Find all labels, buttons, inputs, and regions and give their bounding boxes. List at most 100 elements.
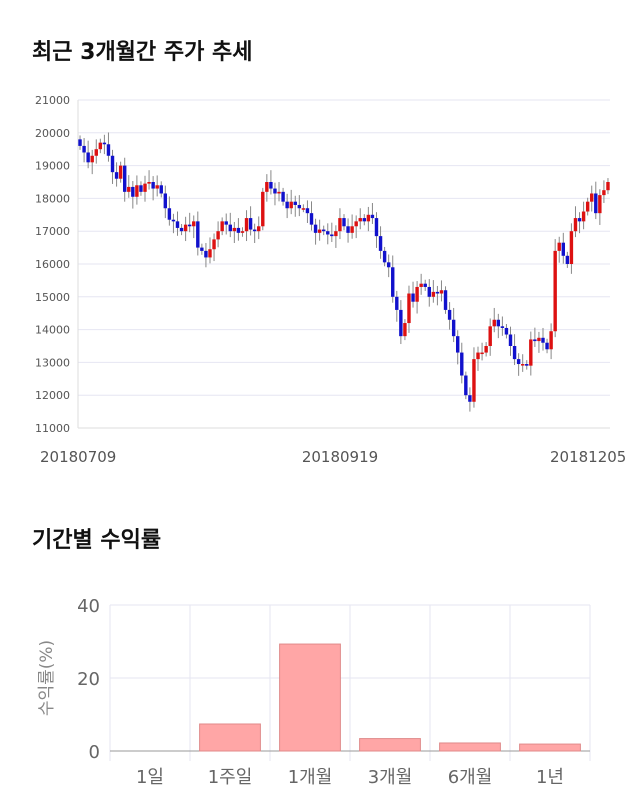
candle-body bbox=[78, 139, 82, 146]
candle-body bbox=[435, 291, 440, 294]
candle-body bbox=[346, 226, 350, 233]
candle-body bbox=[151, 182, 155, 189]
candle-body bbox=[362, 218, 367, 222]
candle-body bbox=[163, 193, 168, 209]
candle-body bbox=[460, 352, 464, 376]
candle-body bbox=[309, 213, 314, 225]
candle-body bbox=[557, 242, 561, 251]
candle-body bbox=[488, 326, 492, 346]
candle-body bbox=[529, 339, 533, 366]
candle-body bbox=[354, 221, 358, 227]
y-tick-label: 0 bbox=[89, 742, 100, 763]
candle-body bbox=[317, 229, 322, 233]
candle-body bbox=[204, 250, 208, 258]
candle-body bbox=[492, 319, 496, 327]
candle-body bbox=[427, 286, 431, 297]
candle-body bbox=[549, 331, 553, 350]
period-return-bar-chart: 0 20 40 1일 1주일 1개월 3개월 6개월 1년 수익률(%) bbox=[37, 596, 591, 788]
candle-body bbox=[208, 249, 212, 258]
candle-body bbox=[443, 290, 448, 310]
candle-body bbox=[252, 229, 257, 232]
candle-body bbox=[565, 255, 570, 264]
candle-body bbox=[200, 247, 204, 251]
candle-body bbox=[581, 211, 586, 222]
return-bar bbox=[439, 742, 501, 752]
candle-body bbox=[407, 293, 411, 324]
candle-body bbox=[277, 191, 281, 194]
return-bar bbox=[359, 738, 421, 752]
y-axis-label: 수익률(%) bbox=[37, 640, 57, 716]
candle-body bbox=[472, 359, 476, 402]
candle-body bbox=[86, 152, 90, 163]
candle-body bbox=[313, 224, 318, 233]
candle-body bbox=[508, 334, 513, 346]
candle-body bbox=[183, 224, 188, 232]
y-tick-label: 15000 bbox=[35, 291, 70, 304]
candle-body bbox=[216, 231, 220, 240]
candle-body bbox=[127, 186, 131, 192]
x-tick-label: 20181205 bbox=[550, 448, 626, 466]
candle-body bbox=[147, 182, 151, 184]
candle-body bbox=[431, 291, 436, 297]
candle-body bbox=[423, 283, 427, 287]
candle-body bbox=[456, 336, 460, 353]
y-tick-label: 14000 bbox=[35, 324, 70, 337]
candle-body bbox=[261, 191, 265, 227]
candle-body bbox=[569, 231, 574, 264]
candle-body bbox=[537, 337, 541, 342]
candle-body bbox=[451, 319, 456, 337]
candle-body bbox=[541, 337, 545, 343]
candle-body bbox=[553, 250, 557, 332]
candle-body bbox=[598, 195, 602, 214]
candle-body bbox=[244, 218, 249, 232]
candle-body bbox=[585, 201, 590, 212]
candle-body bbox=[370, 214, 375, 219]
candle-body bbox=[293, 201, 297, 205]
y-tick-label: 40 bbox=[77, 596, 100, 617]
x-tick-label: 20180709 bbox=[40, 448, 116, 466]
candle-body bbox=[577, 218, 582, 222]
candle-body bbox=[228, 224, 232, 232]
candle-body bbox=[326, 231, 330, 235]
candle-body bbox=[606, 182, 610, 191]
candle-body bbox=[386, 262, 391, 268]
candle-body bbox=[358, 218, 362, 222]
candle-body bbox=[179, 227, 184, 232]
candle-body bbox=[118, 165, 123, 179]
candle-body bbox=[476, 352, 480, 360]
candle-body bbox=[114, 172, 119, 179]
candle-body bbox=[512, 346, 517, 360]
candle-body bbox=[374, 218, 379, 237]
candle-body bbox=[330, 234, 334, 237]
candle-body bbox=[411, 293, 415, 302]
candle-body bbox=[301, 208, 306, 210]
candle-body bbox=[289, 201, 293, 209]
candle-body bbox=[468, 395, 472, 402]
candle-body bbox=[269, 182, 273, 189]
return-bar bbox=[279, 643, 341, 752]
candle-body bbox=[196, 221, 200, 248]
y-tick-label: 11000 bbox=[35, 422, 70, 435]
candle-body bbox=[106, 144, 111, 156]
candle-body bbox=[391, 267, 395, 297]
return-bar bbox=[199, 723, 261, 752]
y-tick-label: 21000 bbox=[35, 94, 70, 107]
x-tick-label: 3개월 bbox=[368, 767, 413, 788]
candle-body bbox=[187, 224, 192, 227]
candle-body bbox=[395, 296, 399, 310]
return-bar bbox=[519, 743, 581, 752]
candle-body bbox=[561, 242, 566, 256]
candle-body bbox=[90, 155, 94, 163]
candle-body bbox=[366, 214, 371, 222]
candle-body bbox=[135, 185, 139, 197]
candle-body bbox=[192, 221, 196, 227]
candle-body bbox=[305, 208, 310, 214]
candle-body bbox=[342, 218, 346, 227]
y-tick-label: 20000 bbox=[35, 127, 70, 140]
x-tick-label: 1일 bbox=[136, 767, 164, 788]
period-return-title: 기간별 수익률 bbox=[32, 528, 162, 553]
x-tick-label: 1주일 bbox=[208, 767, 253, 788]
candle-body bbox=[139, 185, 143, 192]
y-tick-label: 17000 bbox=[35, 225, 70, 238]
candle-body bbox=[265, 182, 269, 192]
